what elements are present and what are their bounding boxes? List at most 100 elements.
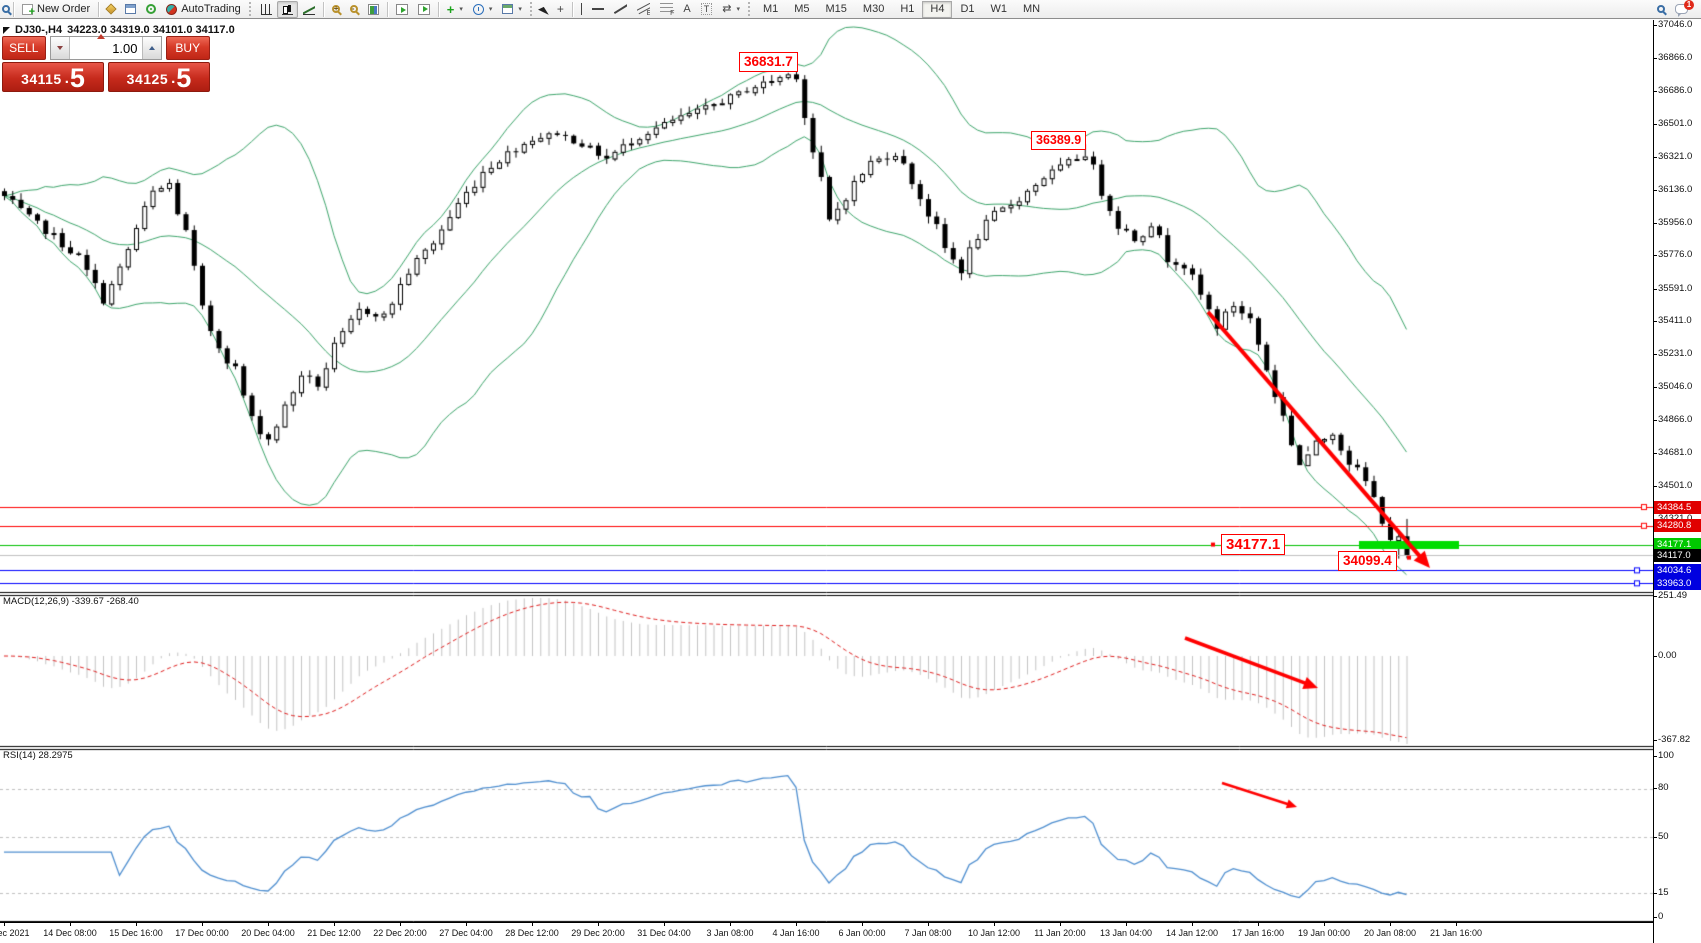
- notifications-button[interactable]: 1: [1670, 0, 1694, 18]
- time-tick-label: 17 Dec 00:00: [175, 928, 229, 938]
- axis-tick-label: 35231.0: [1653, 347, 1693, 359]
- periods-button[interactable]: ▾: [468, 1, 498, 18]
- rsi-label: RSI(14) 28.2975: [3, 750, 73, 761]
- axis-tick-label: 37046.0: [1653, 19, 1693, 31]
- search-button[interactable]: [1652, 1, 1670, 18]
- price-annotation-peak[interactable]: 36831.7: [739, 52, 798, 72]
- crosshair-icon: +: [556, 1, 564, 16]
- time-tick: [202, 923, 203, 926]
- templates-button[interactable]: ▾: [497, 1, 527, 18]
- add-indicator-button[interactable]: + ▾: [442, 1, 468, 18]
- timeframe-button-m30[interactable]: M30: [862, 3, 885, 15]
- autoscroll-icon: [395, 3, 408, 15]
- axis-tick-label: 34866.0: [1653, 413, 1693, 425]
- window-button[interactable]: [120, 1, 141, 18]
- price-annotation-low[interactable]: 34099.4: [1338, 551, 1397, 571]
- text-tool-button[interactable]: A: [678, 1, 695, 18]
- cursor-tool-button[interactable]: [537, 1, 552, 18]
- fibonacci-tool-button[interactable]: [655, 1, 678, 18]
- tile-windows-button[interactable]: [363, 1, 384, 18]
- add-indicator-icon: +: [446, 1, 455, 17]
- text-label-icon: T: [700, 3, 713, 15]
- axis-tick-label: 36136.0: [1653, 184, 1693, 196]
- timeframe-button-w1[interactable]: W1: [990, 3, 1008, 15]
- sell-price[interactable]: 34115. 5: [2, 62, 104, 92]
- timeframe-button-m15[interactable]: M15: [825, 3, 847, 15]
- bar-chart-button[interactable]: [256, 1, 277, 18]
- axis-tick-label: 34321.0: [1653, 512, 1693, 524]
- buy-price[interactable]: 34125. 5: [108, 62, 210, 92]
- axis-tick-label: 251.49: [1653, 590, 1688, 601]
- volume-increase-button[interactable]: [141, 37, 161, 59]
- channel-tool-button[interactable]: [632, 1, 655, 18]
- zoom-out-button[interactable]: -: [345, 1, 363, 18]
- price-level-badge: 34117.0: [1654, 548, 1701, 562]
- vertical-line-tool-button[interactable]: [576, 1, 588, 18]
- axis-tick-label: 36866.0: [1653, 52, 1693, 63]
- price-level-badge: 34384.5: [1654, 500, 1701, 514]
- autoscroll-button[interactable]: [391, 1, 413, 18]
- autotrading-button[interactable]: AutoTrading: [161, 1, 246, 18]
- zoom-out-icon: -: [349, 4, 358, 13]
- time-tick: [532, 923, 533, 926]
- axis-tick-label: 35411.0: [1654, 315, 1692, 327]
- time-tick: [862, 923, 863, 926]
- time-tick-label: 20 Dec 04:00: [241, 928, 295, 938]
- time-tick: [730, 923, 731, 926]
- horizontal-line-tool-button[interactable]: [587, 1, 609, 18]
- price-annotation-level[interactable]: 34177.1: [1221, 534, 1286, 555]
- buy-button[interactable]: BUY: [165, 36, 210, 60]
- timeframe-button-h1[interactable]: H1: [900, 3, 915, 15]
- time-tick-label: 3 Jan 08:00: [706, 928, 754, 938]
- new-order-button[interactable]: New Order: [17, 1, 95, 18]
- trendline-tool-button[interactable]: [609, 1, 632, 18]
- styler-button[interactable]: [102, 1, 120, 18]
- time-tick-label: 6 Jan 00:00: [838, 928, 886, 938]
- time-tick-label: 21 Dec 12:00: [307, 928, 361, 938]
- timeframe-button-m5[interactable]: M5: [794, 3, 810, 15]
- macd-label: MACD(12,26,9) -339.67 -268.40: [3, 596, 139, 607]
- chart-ohlc-values: 34223.0 34319.0 34101.0 34117.0: [67, 24, 235, 36]
- price-axis: 37046.0 36866.0 36686.0 36501.0 36321.0 36136…: [1653, 19, 1701, 943]
- time-tick: [1060, 923, 1061, 926]
- time-tick-label: 29 Dec 20:00: [571, 928, 625, 938]
- one-click-trading-panel: SELL BUY 34115.5 34125.5: [2, 34, 210, 92]
- time-tick: [664, 923, 665, 926]
- price-level-badge: 33963.0: [1654, 576, 1701, 590]
- timeframe-button-mn[interactable]: MN: [1023, 3, 1041, 15]
- line-chart-button[interactable]: [298, 1, 320, 18]
- notification-badge: 1: [1684, 0, 1694, 10]
- candlestick-chart-button[interactable]: [276, 0, 298, 18]
- axis-tick-label: 35046.0: [1653, 381, 1693, 393]
- trendline-icon: [614, 3, 627, 15]
- volume-decrease-button[interactable]: [50, 37, 70, 59]
- sell-button[interactable]: SELL: [2, 36, 46, 60]
- new-order-icon: [22, 3, 35, 18]
- toolbar-separator: [13, 1, 14, 17]
- crosshair-tool-button[interactable]: +: [552, 1, 569, 18]
- volume-input[interactable]: [69, 37, 142, 59]
- zoom-in-icon: +: [331, 4, 340, 13]
- time-tick-label: 28 Dec 12:00: [505, 928, 559, 938]
- signals-button[interactable]: [141, 1, 161, 18]
- price-chart-canvas[interactable]: [0, 20, 1653, 922]
- price-annotation-high2[interactable]: 36389.9: [1031, 131, 1087, 150]
- timeframe-button-h4[interactable]: H4: [922, 0, 953, 18]
- time-axis: 13 Dec 2021 14 Dec 08:00 15 Dec 16:00 17 De…: [0, 922, 1653, 943]
- axis-tick-label: 50: [1654, 831, 1669, 842]
- axis-tick-label: 36686.0: [1653, 84, 1693, 96]
- text-label-tool-button[interactable]: T: [696, 1, 718, 18]
- time-tick: [994, 923, 995, 926]
- timeframe-group: M1 M5 M15 M30 H1 H4 D1 W1 MN: [755, 0, 1048, 18]
- timeframe-button-m1[interactable]: M1: [762, 3, 779, 15]
- timeframe-button-d1[interactable]: D1: [960, 3, 975, 15]
- time-tick: [1456, 923, 1457, 926]
- time-tick-label: 15 Dec 16:00: [109, 928, 163, 938]
- arrows-tool-button[interactable]: ⇄ ▾: [717, 1, 745, 18]
- zoom-in-button[interactable]: +: [327, 1, 345, 18]
- panel-collapse-caret[interactable]: [97, 34, 105, 39]
- time-tick-label: 14 Dec 08:00: [43, 928, 97, 938]
- autotrading-icon: [166, 3, 178, 15]
- time-tick-label: 13 Dec 2021: [0, 928, 30, 938]
- chart-shift-button[interactable]: [413, 1, 435, 18]
